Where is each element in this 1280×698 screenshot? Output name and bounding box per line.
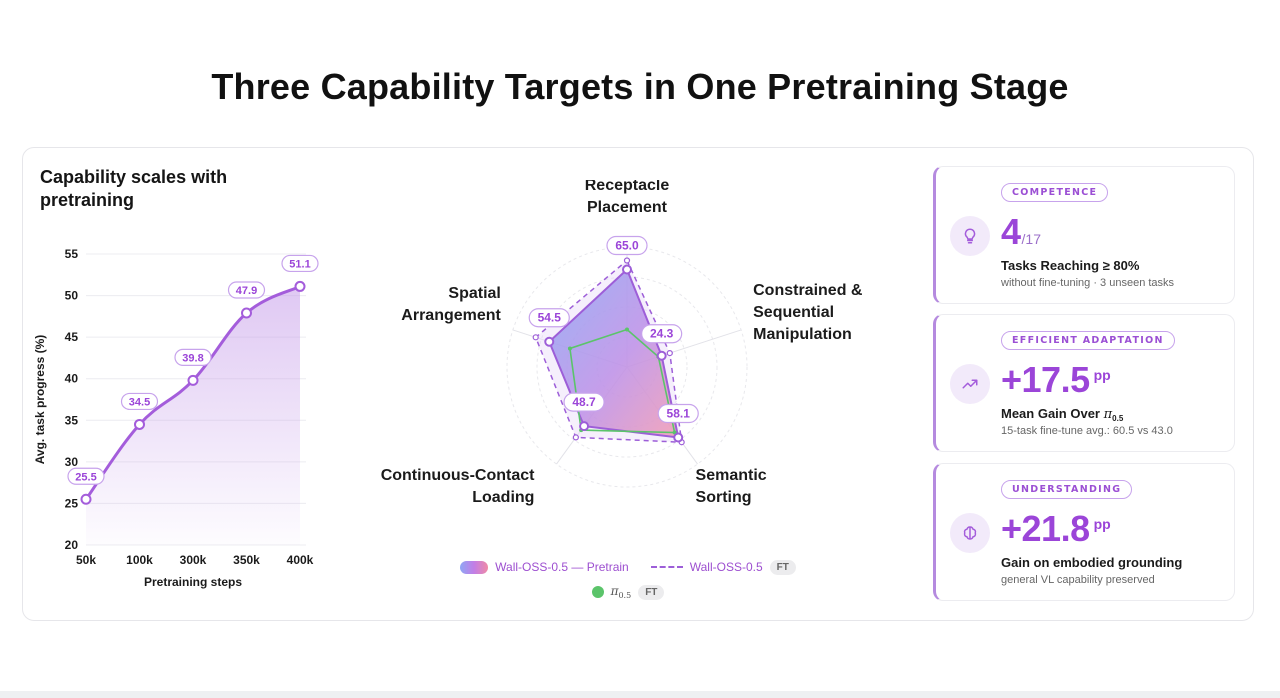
series-pretrain-point bbox=[544, 336, 555, 347]
x-tick-label: 300k bbox=[180, 553, 207, 567]
series-pi-point bbox=[567, 346, 572, 351]
stat-tag: UNDERSTANDING bbox=[1001, 480, 1133, 499]
lightbulb-icon bbox=[950, 216, 990, 256]
radar-ring bbox=[536, 276, 718, 458]
y-tick-label: 20 bbox=[65, 538, 79, 552]
radar-value-label: 24.3 bbox=[650, 327, 674, 341]
series-pretrain-point bbox=[673, 432, 684, 443]
x-tick-label: 400k bbox=[287, 553, 314, 567]
line-chart-title: Capability scales with pretraining bbox=[40, 167, 228, 210]
y-tick-label: 45 bbox=[65, 330, 79, 344]
radar-legend: Wall-OSS-0.5 — Pretrain Wall-OSS-0.5 FT … bbox=[400, 556, 856, 606]
data-label-pill bbox=[174, 348, 212, 366]
y-axis-label: Avg. task progress (%) bbox=[33, 335, 47, 465]
radar-value-pill bbox=[528, 308, 570, 328]
legend-ft-tag: FT bbox=[769, 559, 796, 575]
x-tick-label: 50k bbox=[76, 553, 96, 567]
stat-label: Gain on embodied grounding bbox=[1001, 555, 1183, 570]
stat-subtext: 15-task fine-tune avg.: 60.5 vs 43.0 bbox=[1001, 425, 1173, 437]
radar-axis-label: Semantic Sorting bbox=[696, 467, 767, 506]
series-wall-ft-point bbox=[532, 334, 539, 341]
data-label-pill bbox=[67, 467, 105, 485]
legend-item-pretrain: Wall-OSS-0.5 — Pretrain bbox=[460, 560, 629, 574]
radar-axis-label: Receptacle Placement bbox=[585, 180, 670, 216]
brain-icon bbox=[950, 513, 990, 553]
data-label: 51.1 bbox=[289, 258, 310, 270]
data-point bbox=[294, 280, 306, 292]
data-point bbox=[187, 374, 199, 386]
data-point bbox=[80, 493, 92, 505]
stat-subtext: without fine-tuning · 3 unseen tasks bbox=[1001, 277, 1175, 289]
radar-value-label: 48.7 bbox=[572, 395, 596, 409]
legend-ft-tag: FT bbox=[638, 584, 665, 600]
radar-value-label: 58.1 bbox=[667, 407, 691, 421]
data-label-pill bbox=[227, 281, 266, 299]
stat-value: +21.8 pp bbox=[1001, 508, 1111, 549]
trending-up-icon bbox=[950, 364, 990, 404]
data-point bbox=[134, 418, 145, 430]
legend-swatch-gradient bbox=[460, 560, 489, 574]
stat-tag: EFFICIENT ADAPTATION bbox=[1001, 331, 1175, 350]
y-tick-label: 35 bbox=[65, 413, 79, 427]
radar-value-pill bbox=[606, 235, 648, 256]
data-label: 25.5 bbox=[75, 471, 96, 483]
stat-card-competence: COMPETENCE 4/17 Tasks Reaching ≥ 80% wit… bbox=[933, 166, 1235, 304]
stat-card-efficient-adaptation: EFFICIENT ADAPTATION +17.5 pp Mean Gain O… bbox=[933, 314, 1235, 452]
series-wall-ft-point bbox=[666, 349, 673, 357]
radar-value-pill bbox=[563, 392, 605, 412]
radar-axis-label: Spatial Arrangement bbox=[401, 285, 501, 324]
legend-label-pretrain: Wall-OSS-0.5 — Pretrain bbox=[495, 560, 629, 574]
series-pretrain-point bbox=[656, 350, 667, 361]
stat-label: Tasks Reaching ≥ 80% bbox=[1001, 258, 1140, 273]
series-pretrain-point bbox=[622, 264, 632, 275]
series-pi-point bbox=[625, 327, 629, 332]
capability-radar-chart: Receptacle Placement Constrained & Sequenti… bbox=[381, 180, 863, 506]
radar-axis-label: Continuous-Contact Loading bbox=[381, 467, 535, 506]
x-tick-label: 100k bbox=[126, 553, 153, 567]
series-wall-ft-point bbox=[572, 434, 579, 441]
data-label: 34.5 bbox=[129, 396, 150, 408]
y-tick-label: 55 bbox=[65, 247, 79, 261]
data-point bbox=[241, 307, 252, 319]
stat-card-understanding: UNDERSTANDING +21.8 pp Gain on embodied g… bbox=[933, 463, 1235, 601]
x-axis-label: Pretraining steps bbox=[144, 575, 242, 589]
data-label-pill bbox=[281, 254, 319, 273]
series-pretrain-point bbox=[579, 421, 590, 432]
x-tick-label: 350k bbox=[233, 553, 260, 567]
stat-tag: COMPETENCE bbox=[1001, 183, 1109, 202]
area-fill bbox=[86, 286, 300, 545]
legend-item-wall-ft: Wall-OSS-0.5 FT bbox=[650, 559, 796, 575]
y-tick-label: 25 bbox=[65, 496, 79, 510]
legend-dot-green bbox=[591, 586, 604, 598]
y-tick-label: 50 bbox=[65, 289, 79, 303]
stat-value: 4/17 bbox=[1001, 211, 1041, 252]
series-pi-polygon bbox=[569, 328, 676, 434]
legend-label-wall-ft: Wall-OSS-0.5 bbox=[689, 560, 763, 574]
y-tick-label: 30 bbox=[65, 455, 79, 469]
stat-subtext: general VL capability preserved bbox=[1001, 574, 1155, 586]
stat-label: Mean Gain Over π0.5 bbox=[1001, 406, 1124, 423]
page-bottom-strip bbox=[0, 691, 1280, 698]
data-label: 47.9 bbox=[236, 285, 257, 297]
legend-swatch-dashed bbox=[650, 566, 683, 568]
data-label-pill bbox=[120, 392, 159, 411]
series-wall-ft-point bbox=[623, 257, 631, 264]
legend-item-pi: π0.5 FT bbox=[591, 584, 665, 600]
stat-value: +17.5 pp bbox=[1001, 359, 1111, 400]
data-label: 39.8 bbox=[182, 352, 203, 364]
page-title: Three Capability Targets in One Pretrain… bbox=[211, 66, 1069, 107]
radar-value-label: 54.5 bbox=[538, 311, 562, 325]
y-tick-label: 40 bbox=[65, 372, 79, 386]
radar-axis-label: Constrained & Sequential Manipulation bbox=[753, 282, 863, 343]
radar-value-pill bbox=[641, 324, 683, 344]
radar-value-pill bbox=[657, 403, 699, 424]
radar-value-label: 65.0 bbox=[615, 239, 639, 253]
legend-label-pi: π0.5 bbox=[610, 584, 632, 600]
